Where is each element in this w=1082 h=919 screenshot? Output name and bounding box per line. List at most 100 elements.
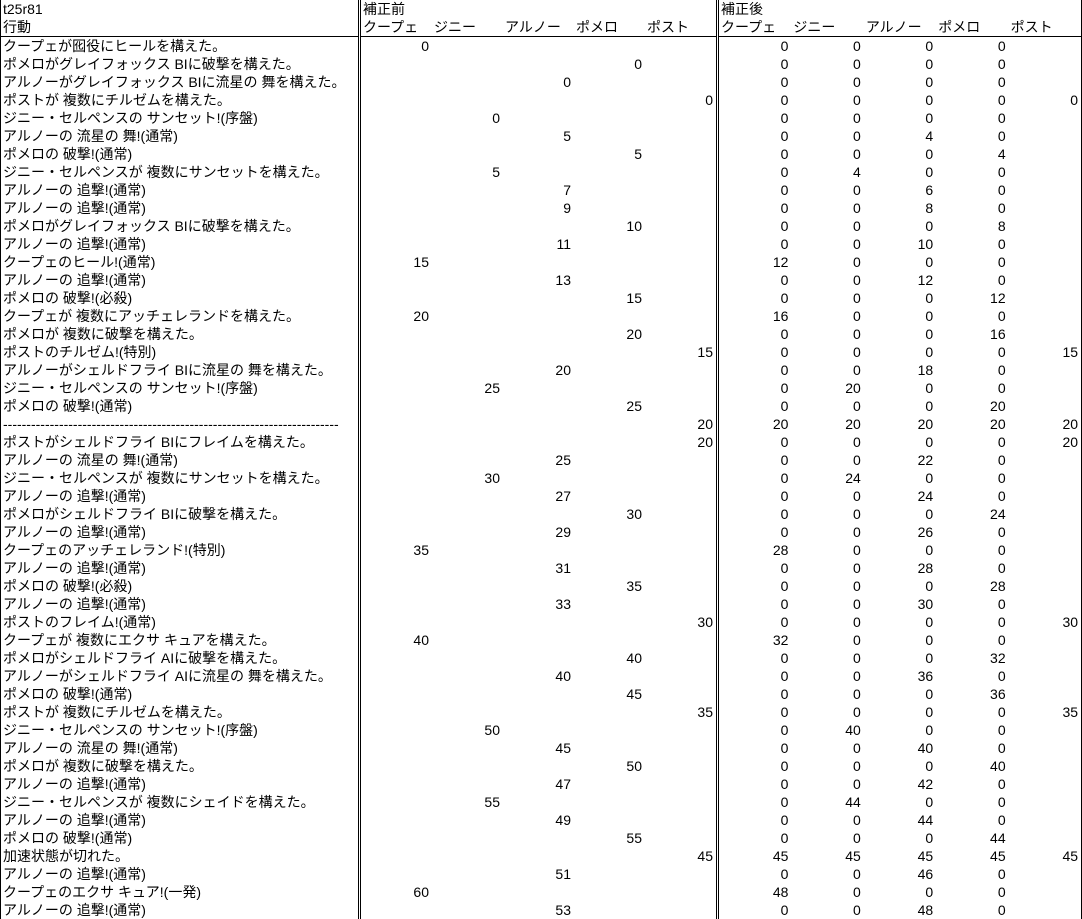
post-value-cell: 20	[772, 416, 789, 432]
pre-value-cell	[574, 433, 645, 451]
pre-value-cell	[432, 847, 503, 865]
post-value-cell: 0	[780, 866, 789, 882]
action-cell: アルノーの 流星の 舞!(通常)	[3, 740, 178, 756]
pre-value-cell	[503, 613, 574, 631]
post-value-cell	[1009, 469, 1081, 487]
post-value-cell	[1009, 559, 1081, 577]
pre-value-cell	[574, 307, 645, 325]
pre-value-cell	[503, 253, 574, 271]
pre-value-cell: 11	[556, 236, 571, 252]
pre-value-cell: 0	[634, 56, 642, 72]
pre-value-cell: 10	[626, 218, 642, 234]
post-value-cell: 0	[853, 92, 861, 108]
pre-value-cell	[503, 91, 574, 109]
pre-value-cell	[645, 793, 716, 811]
pre-value-cell: 33	[555, 596, 571, 612]
post-value-cell: 0	[780, 704, 789, 720]
column-header: アルノー	[505, 19, 561, 35]
post-value-cell	[1009, 397, 1081, 415]
post-value-cell: 6	[925, 182, 934, 198]
post-value-cell: 0	[925, 164, 934, 180]
pre-value-cell: 40	[413, 632, 429, 648]
table-row: 0	[361, 91, 716, 109]
pre-value-cell	[503, 109, 574, 127]
post-value-cell: 0	[853, 596, 861, 612]
table-row: 35	[361, 577, 716, 595]
table-row: 15	[361, 253, 716, 271]
post-value-cell: 0	[853, 560, 861, 576]
column-header: ポスト	[647, 19, 689, 35]
post-value-cell: 0	[925, 326, 934, 342]
post-value-cell: 0	[997, 722, 1006, 738]
pre-value-cell	[361, 181, 432, 199]
post-value-cell	[1009, 865, 1081, 883]
pre-value-cell	[432, 865, 503, 883]
pre-value-cell: 55	[626, 830, 642, 846]
pre-value-cell: 20	[555, 362, 571, 378]
pre-value-cell	[645, 757, 716, 775]
pre-value-cell	[645, 559, 716, 577]
post-correction-header: 補正後 クープェ ジニー アルノー ポメロ ポスト	[719, 0, 1081, 37]
pre-value-cell: 29	[555, 524, 571, 540]
post-value-cell: 0	[853, 254, 861, 270]
post-value-cell: 4	[853, 164, 861, 180]
pre-value-cell	[503, 217, 574, 235]
pre-value-cell: 20	[697, 416, 713, 432]
pre-value-cell: 5	[492, 164, 500, 180]
pre-value-cell	[574, 253, 645, 271]
post-value-cell: 0	[780, 524, 789, 540]
pre-value-cell	[503, 505, 574, 523]
table-row: 0 0 0 0	[719, 37, 1081, 55]
post-value-cell: 8	[997, 218, 1006, 234]
pre-value-cell: 40	[626, 650, 642, 666]
pre-value-cell	[361, 379, 432, 397]
pre-value-cell: 31	[555, 560, 571, 576]
pre-value-cell	[645, 721, 716, 739]
pre-value-cell	[503, 325, 574, 343]
post-value-cell	[1009, 361, 1081, 379]
pre-value-cell: 40	[555, 668, 571, 684]
column-header: クープェ	[363, 19, 419, 35]
pre-value-cell: 30	[484, 470, 500, 486]
pre-value-cell	[432, 91, 503, 109]
post-value-cell: 20	[1062, 416, 1079, 432]
post-value-cell: 32	[772, 632, 789, 648]
post-value-cell	[1009, 523, 1081, 541]
pre-value-cell	[503, 469, 574, 487]
post-value-cell: 16	[772, 308, 789, 324]
pre-value-cell	[503, 883, 574, 901]
table-row: 55	[361, 793, 716, 811]
post-value-cell: 0	[925, 614, 934, 630]
pre-value-cell: 20	[626, 326, 642, 342]
action-cell: アルノーの 追撃!(通常)	[3, 488, 146, 504]
post-value-cell	[1009, 667, 1081, 685]
post-value-cell: 30	[917, 596, 934, 612]
pre-value-cell: 35	[413, 542, 429, 558]
post-value-cell: 44	[845, 794, 861, 810]
pre-value-cell	[432, 37, 503, 55]
table-row: 0 0 24 0	[719, 487, 1081, 505]
post-value-cell: 0	[780, 794, 789, 810]
pre-value-cell	[503, 55, 574, 73]
post-value-cell: 44	[917, 812, 934, 828]
pre-value-cell	[645, 199, 716, 217]
pre-value-cell	[432, 703, 503, 721]
pre-value-cell	[361, 721, 432, 739]
post-column-headers: クープェ ジニー アルノー ポメロ ポスト	[719, 18, 1081, 36]
post-value-cell: 0	[780, 110, 789, 126]
table-row: 0	[361, 73, 716, 91]
pre-value-cell	[432, 883, 503, 901]
pre-value-cell	[503, 541, 574, 559]
pre-value-cell: 53	[555, 902, 571, 918]
pre-value-cell	[645, 667, 716, 685]
post-value-cell: 0	[925, 758, 934, 774]
pre-value-cell	[361, 523, 432, 541]
post-value-cell	[1009, 793, 1081, 811]
post-value-cell: 48	[917, 902, 934, 918]
pre-value-cell	[361, 451, 432, 469]
post-value-cell: 0	[780, 812, 789, 828]
post-value-cell: 12	[917, 272, 934, 288]
post-value-cell: 0	[780, 182, 789, 198]
post-value-cell: 10	[917, 236, 934, 252]
post-value-cell: 0	[997, 866, 1006, 882]
